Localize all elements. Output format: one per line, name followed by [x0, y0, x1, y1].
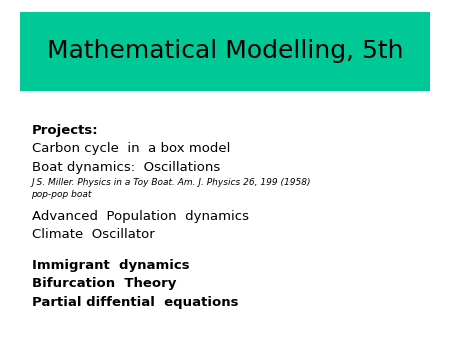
Text: Projects:: Projects: — [32, 124, 98, 137]
Text: Boat dynamics:  Oscillations: Boat dynamics: Oscillations — [32, 161, 220, 174]
Text: Bifurcation  Theory: Bifurcation Theory — [32, 277, 176, 290]
FancyBboxPatch shape — [20, 12, 430, 91]
Text: Carbon cycle  in  a box model: Carbon cycle in a box model — [32, 142, 230, 155]
Text: pop-pop boat: pop-pop boat — [32, 190, 92, 199]
Text: Immigrant  dynamics: Immigrant dynamics — [32, 259, 189, 272]
Text: Mathematical Modelling, 5th: Mathematical Modelling, 5th — [47, 39, 403, 64]
Text: Partial diffential  equations: Partial diffential equations — [32, 296, 238, 309]
Text: Climate  Oscillator: Climate Oscillator — [32, 228, 154, 241]
Text: J S. Miller. Physics in a Toy Boat. Am. J. Physics 26, 199 (1958): J S. Miller. Physics in a Toy Boat. Am. … — [32, 178, 311, 187]
Text: Advanced  Population  dynamics: Advanced Population dynamics — [32, 210, 248, 223]
